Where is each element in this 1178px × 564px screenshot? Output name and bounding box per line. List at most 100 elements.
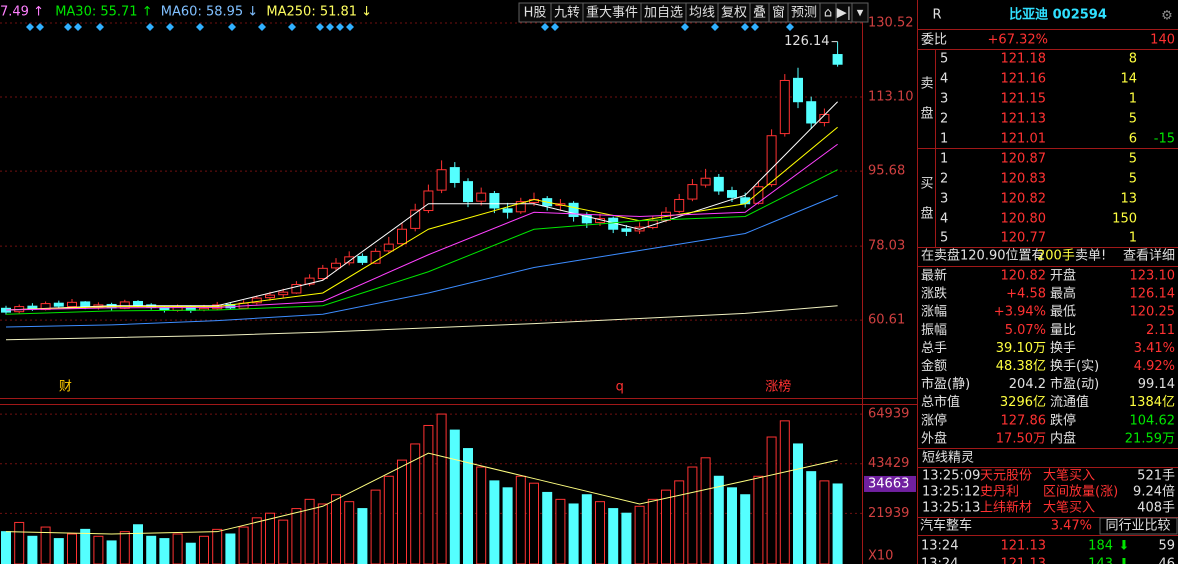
candle-body bbox=[727, 190, 737, 198]
book-level: 4 bbox=[940, 72, 948, 87]
book-level: 3 bbox=[940, 92, 948, 107]
tick-time: 13:24 bbox=[921, 557, 958, 564]
event-marker[interactable] bbox=[74, 23, 82, 31]
event-marker[interactable] bbox=[258, 23, 266, 31]
volume-bar bbox=[634, 505, 645, 564]
volume-bar bbox=[647, 498, 658, 564]
volume-bar bbox=[661, 489, 671, 564]
volume-bar bbox=[713, 475, 724, 564]
volume-bar bbox=[27, 535, 38, 564]
event-marker[interactable] bbox=[326, 23, 334, 31]
candle-body bbox=[304, 277, 315, 285]
stat-label: 量比 bbox=[1050, 323, 1076, 338]
event-marker[interactable] bbox=[26, 23, 34, 31]
event-marker[interactable] bbox=[36, 23, 44, 31]
volume-bar bbox=[555, 498, 566, 564]
candle-body bbox=[489, 193, 500, 209]
toolbar-label: 预测 bbox=[791, 6, 817, 21]
menu-icon[interactable] bbox=[851, 2, 869, 23]
ma-label: MA250: 51.81 ↓ bbox=[266, 5, 372, 20]
stock-name: 比亚迪 002594 bbox=[1009, 7, 1107, 23]
industry-compare-button[interactable] bbox=[1099, 517, 1178, 535]
event-marker[interactable] bbox=[96, 23, 104, 31]
event-marker[interactable] bbox=[786, 23, 794, 31]
event-marker[interactable] bbox=[288, 23, 296, 31]
event-marker[interactable] bbox=[146, 23, 154, 31]
event-marker[interactable] bbox=[336, 23, 344, 31]
candle-body bbox=[674, 198, 685, 212]
current-volume-label: 34663 bbox=[868, 476, 909, 491]
event-marker[interactable] bbox=[346, 23, 354, 31]
event-marker[interactable] bbox=[751, 23, 759, 31]
candle-body bbox=[423, 190, 434, 212]
event-marker[interactable] bbox=[711, 23, 719, 31]
notice-link[interactable]: 查看详细 bbox=[1123, 248, 1175, 264]
sell-label: 卖 bbox=[920, 77, 933, 92]
stat-value: +3.94% bbox=[994, 305, 1046, 320]
play-icon: ▶| bbox=[837, 6, 851, 21]
y-tick-label: 21939 bbox=[868, 506, 909, 521]
volume-bar bbox=[93, 535, 104, 564]
candle-body bbox=[581, 215, 592, 224]
industry-name: 汽车整车 bbox=[920, 518, 972, 534]
tick-count: 59 bbox=[1158, 539, 1175, 554]
volume-bar bbox=[159, 538, 170, 564]
event-label: 财 bbox=[59, 380, 72, 395]
event-marker[interactable] bbox=[166, 23, 174, 31]
volume-bar bbox=[595, 501, 605, 564]
candle-body bbox=[370, 250, 381, 264]
book-price: 120.87 bbox=[1001, 152, 1047, 167]
event-marker[interactable] bbox=[196, 23, 204, 31]
weibi-diff: 140 bbox=[1150, 33, 1175, 48]
stat-value: 21.59万 bbox=[1125, 431, 1175, 446]
candle-body bbox=[700, 177, 711, 186]
stat-value: 120.25 bbox=[1130, 305, 1176, 320]
volume-bar bbox=[199, 535, 209, 564]
book-level: 2 bbox=[940, 112, 948, 127]
stat-value: 2.11 bbox=[1146, 323, 1175, 338]
stat-label: 换手(实) bbox=[1050, 359, 1099, 374]
tick-count: 46 bbox=[1158, 557, 1175, 564]
volume-bar bbox=[212, 528, 223, 564]
toolbar-label: H股 bbox=[524, 6, 547, 21]
candle-body bbox=[265, 294, 275, 299]
y-tick-label: 130.52 bbox=[868, 16, 914, 31]
candle-body bbox=[291, 283, 302, 294]
book-volume: 1 bbox=[1129, 231, 1137, 246]
book-volume: 8 bbox=[1129, 52, 1137, 67]
event-marker[interactable] bbox=[64, 23, 72, 31]
stat-label: 总手 bbox=[921, 341, 947, 356]
industry-compare: 同行业比较 bbox=[1105, 519, 1170, 534]
toolbar-label: 窗 bbox=[772, 5, 785, 21]
event-marker[interactable] bbox=[316, 23, 324, 31]
volume-bar bbox=[238, 526, 249, 564]
event-marker[interactable] bbox=[741, 23, 749, 31]
candle-body bbox=[621, 228, 632, 232]
settings-icon[interactable]: ⚙ bbox=[1161, 9, 1173, 24]
book-price: 120.82 bbox=[1001, 192, 1047, 207]
sprite-stock: 史丹利 bbox=[980, 485, 1019, 500]
volume-bar bbox=[1, 531, 11, 564]
menu-icon: ▾ bbox=[857, 6, 864, 21]
volume-bar bbox=[674, 480, 685, 564]
event-marker[interactable] bbox=[541, 23, 549, 31]
moving-average bbox=[5, 194, 838, 328]
event-marker[interactable] bbox=[681, 23, 689, 31]
stat-value: 127.86 bbox=[1001, 413, 1047, 428]
volume-bar bbox=[40, 526, 51, 564]
notice-text: 卖单! bbox=[1075, 249, 1106, 264]
event-marker[interactable] bbox=[228, 23, 236, 31]
y-tick-label: 95.68 bbox=[868, 164, 905, 179]
tick-price: 121.13 bbox=[1001, 557, 1047, 564]
stat-label: 市盈(静) bbox=[921, 376, 970, 392]
event-label: 涨榜 bbox=[765, 379, 791, 395]
high-label: 126.14 bbox=[784, 34, 830, 49]
toolbar-label: 加自选 bbox=[644, 6, 683, 21]
event-marker[interactable] bbox=[551, 23, 559, 31]
sprite-stock: 上纬新材 bbox=[980, 500, 1032, 516]
volume-bar bbox=[529, 482, 539, 564]
candle-body bbox=[278, 291, 289, 296]
volume-bar bbox=[740, 494, 751, 564]
volume-bar bbox=[383, 475, 394, 564]
